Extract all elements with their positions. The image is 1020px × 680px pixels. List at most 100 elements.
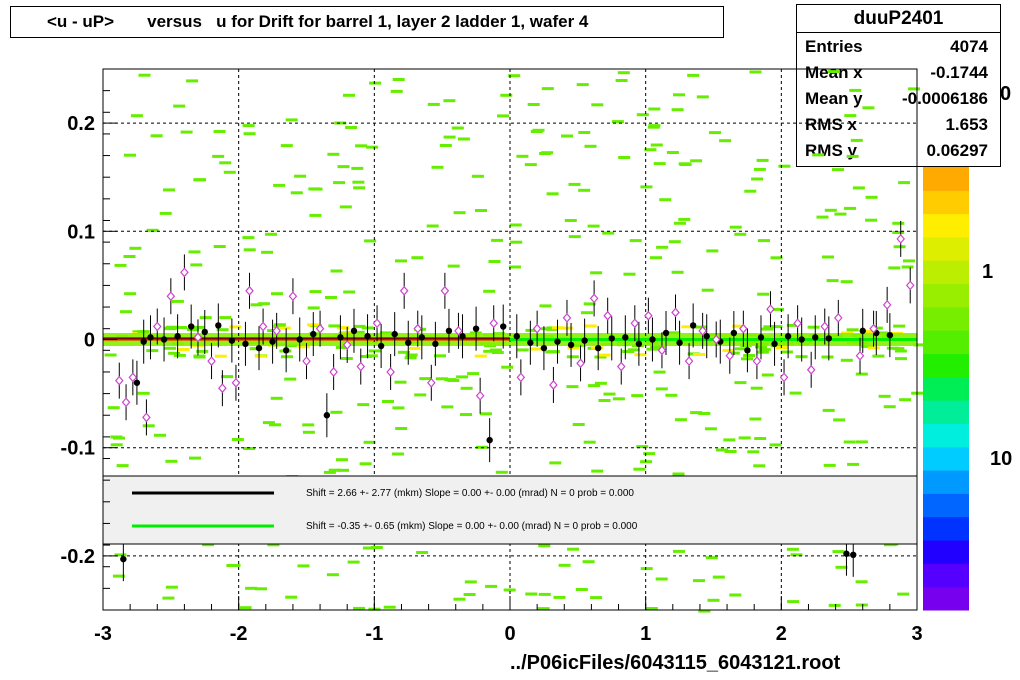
histogram-cell	[668, 331, 681, 335]
profile-point-solid	[812, 334, 819, 341]
profile-point-open	[272, 325, 281, 336]
histogram-cell	[199, 316, 212, 320]
histogram-cell	[330, 269, 343, 273]
histogram-cell	[124, 153, 136, 157]
histogram-cell	[137, 391, 150, 395]
profile-point-open	[288, 291, 298, 302]
histogram-cell	[867, 346, 880, 350]
histogram-cell	[617, 71, 630, 75]
histogram-cell	[892, 221, 905, 225]
histogram-cell	[812, 153, 825, 157]
histogram-cell	[370, 546, 383, 549]
histogram-cell	[724, 450, 737, 453]
profile-point-open	[657, 345, 667, 356]
histogram-cell	[701, 288, 714, 292]
histogram-cell	[352, 180, 365, 184]
histogram-cell	[273, 183, 286, 187]
histogram-cell	[583, 440, 596, 444]
histogram-cell	[673, 549, 685, 553]
histogram-cell	[327, 152, 340, 156]
histogram-cell	[633, 467, 646, 471]
profile-point-open	[589, 293, 599, 304]
profile-point-open	[698, 325, 707, 336]
histogram-cell	[705, 556, 718, 560]
histogram-cell	[173, 104, 186, 108]
profile-point-open	[684, 356, 694, 367]
histogram-cell	[285, 118, 298, 122]
histogram-cell	[770, 325, 783, 329]
profile-point-solid	[608, 335, 615, 342]
histogram-cell	[821, 355, 834, 359]
histogram-cell	[545, 350, 558, 354]
profile-point-open	[603, 310, 612, 321]
histogram-cell	[355, 144, 368, 148]
histogram-cell	[119, 310, 132, 314]
histogram-cell	[822, 255, 834, 259]
histogram-cell	[747, 450, 760, 454]
histogram-cell	[899, 398, 912, 402]
histogram-cell	[168, 351, 181, 355]
histogram-cell	[558, 563, 571, 567]
histogram-cell	[648, 124, 661, 128]
histogram-cell	[852, 186, 865, 190]
profile-point-solid	[215, 322, 222, 329]
histogram-cell	[171, 299, 184, 303]
axes: -3 -2 -1 0 1 2 3 -0.2 -0.1 0 0.1 0.2	[61, 68, 923, 645]
histogram-cell	[786, 323, 799, 327]
histogram-cell	[419, 377, 432, 381]
color-scale-segment	[923, 470, 969, 494]
histogram-cell	[888, 266, 901, 270]
histogram-cell	[395, 259, 407, 263]
histogram-cell	[229, 325, 242, 329]
fit-lines	[103, 337, 917, 341]
profile-point-solid	[269, 338, 276, 345]
color-scale-segment	[923, 493, 969, 518]
histogram-cell	[405, 353, 418, 357]
profile-point-solid	[133, 379, 141, 386]
histogram-cell	[546, 192, 559, 196]
chart-title: <u - uP> versus u for Drift for barrel 1…	[10, 6, 724, 38]
histogram-cell	[780, 350, 793, 354]
color-scale-segment	[923, 446, 969, 471]
profile-point-open	[711, 334, 721, 345]
histogram-cell	[588, 384, 601, 388]
histogram-cell	[778, 164, 791, 168]
histogram-cell	[333, 181, 346, 185]
histogram-cell	[357, 403, 370, 407]
histogram-cell	[364, 239, 377, 243]
profile-point-solid	[662, 329, 670, 337]
histogram-cell	[672, 472, 685, 476]
histogram-cell	[537, 607, 550, 611]
histogram-cell	[816, 215, 829, 219]
histogram-cell	[893, 324, 906, 328]
profile-point-solid	[350, 327, 358, 335]
histogram-cell	[769, 443, 782, 447]
color-scale-segment	[923, 306, 969, 331]
stat-value: 0.06297	[926, 141, 988, 160]
profile-point-open	[329, 367, 338, 377]
histogram-cell	[743, 354, 756, 357]
histogram-cell	[202, 543, 215, 547]
histogram-cell	[584, 324, 597, 328]
y-tick-label: 0.1	[67, 221, 95, 243]
histogram-cell	[913, 343, 926, 347]
histogram-cell	[790, 553, 803, 557]
histogram-cell	[347, 560, 360, 564]
profile-point-open	[532, 323, 542, 334]
profile-point-open	[549, 380, 558, 390]
profile-point-open	[752, 356, 762, 367]
histogram-cell	[640, 567, 653, 571]
histogram-cell	[441, 405, 454, 409]
histogram-cell	[516, 154, 529, 158]
color-scale-segment	[923, 353, 969, 378]
histogram-cell	[645, 607, 658, 610]
histogram-cell	[908, 87, 920, 91]
histogram-cell	[186, 79, 199, 83]
histogram-cell	[855, 372, 868, 376]
profile-point-open	[779, 372, 789, 383]
histogram-cell	[855, 580, 868, 584]
histogram-cell	[840, 280, 853, 284]
histogram-cell	[435, 377, 448, 381]
histogram-cell	[678, 217, 691, 221]
color-scale-label: 1	[982, 261, 993, 283]
